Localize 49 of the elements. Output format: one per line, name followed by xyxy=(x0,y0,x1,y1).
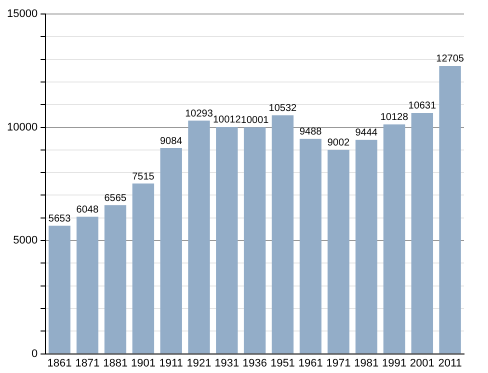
x-tick-label: 2011 xyxy=(438,357,462,370)
data-label: 10293 xyxy=(185,108,214,120)
bar xyxy=(244,127,266,354)
data-label: 10128 xyxy=(380,112,409,124)
y-tick-label: 5000 xyxy=(13,234,38,247)
bar xyxy=(356,140,378,354)
y-tick-label: 0 xyxy=(31,348,38,360)
data-label: 12705 xyxy=(436,54,464,65)
bar xyxy=(439,66,461,354)
data-label: 10001 xyxy=(240,114,270,126)
data-label: 9444 xyxy=(355,128,378,139)
x-tick-label: 1871 xyxy=(75,357,100,370)
bar xyxy=(216,126,238,354)
bar xyxy=(272,115,294,354)
x-tick-label: 1936 xyxy=(242,357,268,370)
bar xyxy=(383,124,406,354)
data-label: 5653 xyxy=(48,213,72,224)
y-tick-label: 15000 xyxy=(6,8,38,20)
x-tick-label: 1921 xyxy=(186,357,212,370)
bar xyxy=(411,112,434,354)
bar xyxy=(132,184,154,354)
bar xyxy=(188,120,210,354)
data-label: 10631 xyxy=(408,100,436,112)
y-tick-label: 10000 xyxy=(6,121,38,134)
x-tick-label: 1931 xyxy=(214,357,240,370)
x-tick-label: 1991 xyxy=(382,357,407,370)
x-tick-label: 2001 xyxy=(410,357,434,370)
data-label: 7515 xyxy=(132,171,155,182)
data-label: 10532 xyxy=(268,102,298,114)
bar xyxy=(328,150,350,354)
bar xyxy=(160,148,182,354)
x-tick-label: 1951 xyxy=(270,357,295,370)
x-tick-label: 1961 xyxy=(298,357,323,370)
bar xyxy=(104,205,126,354)
data-label: 6565 xyxy=(104,192,127,204)
data-label: 6048 xyxy=(76,204,99,216)
data-label: 9084 xyxy=(160,136,183,147)
x-tick-label: 1881 xyxy=(103,357,128,370)
x-tick-label: 1971 xyxy=(326,357,351,370)
x-tick-label: 1981 xyxy=(354,357,379,370)
x-tick-label: 1911 xyxy=(159,357,183,370)
x-tick-label: 1901 xyxy=(130,357,156,370)
data-label: 9002 xyxy=(327,138,350,149)
bar xyxy=(76,216,98,354)
data-label: 10012 xyxy=(212,114,242,126)
data-label: 9488 xyxy=(299,126,322,138)
bar xyxy=(48,226,70,354)
x-tick-label: 1861 xyxy=(47,357,72,370)
bar xyxy=(300,138,322,354)
